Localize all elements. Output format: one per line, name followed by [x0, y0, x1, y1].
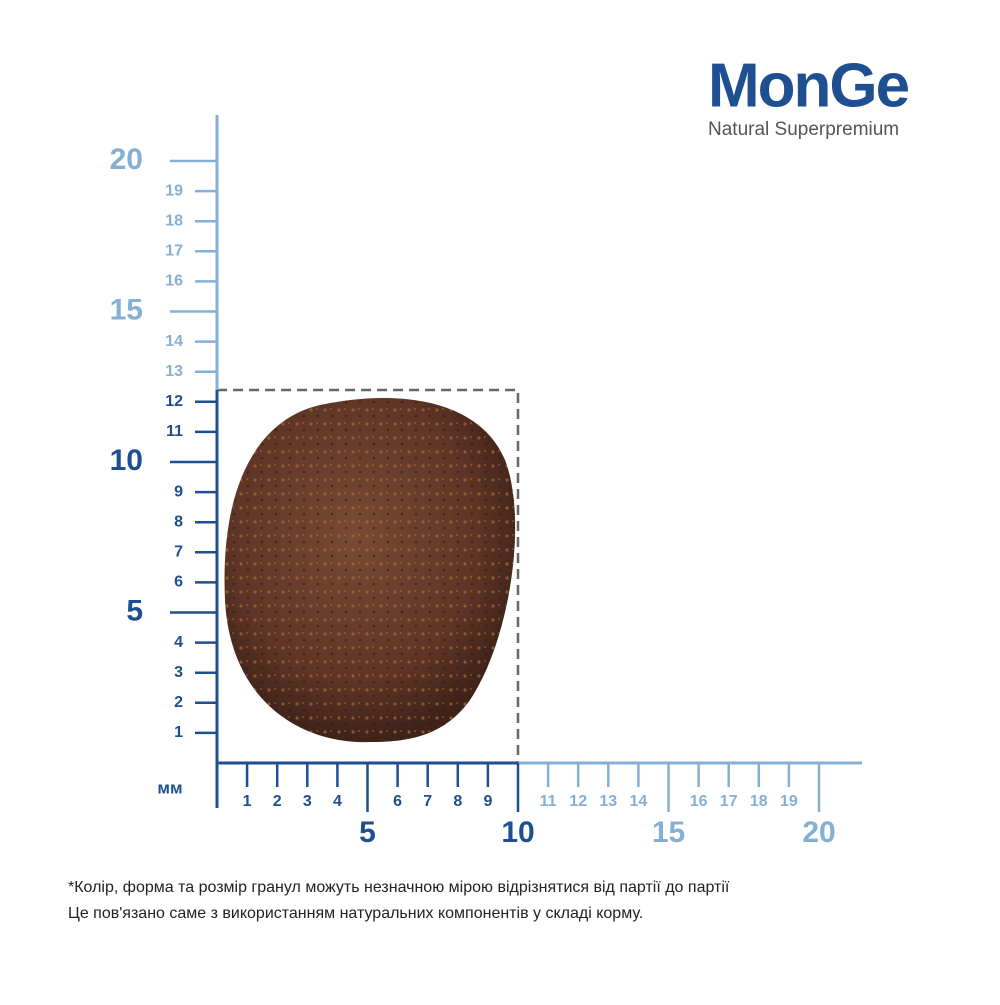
- x-tick-label: 19: [780, 793, 798, 810]
- x-tick-label: 4: [333, 793, 342, 810]
- x-major-label: 15: [652, 816, 685, 849]
- kibble-texture: [224, 397, 516, 743]
- x-tick-label: 1: [243, 793, 252, 810]
- y-tick-label: 12: [165, 393, 183, 410]
- y-major-label: 10: [110, 444, 143, 477]
- x-tick-label: 3: [303, 793, 312, 810]
- x-tick-label: 17: [720, 793, 738, 810]
- size-box: [217, 388, 520, 763]
- y-tick-label: 18: [165, 212, 183, 229]
- y-tick-label: 9: [174, 483, 183, 500]
- y-tick-label: 14: [165, 333, 183, 350]
- y-major-label: 5: [126, 594, 143, 627]
- y-tick-label: 1: [174, 724, 183, 741]
- y-tick-label: 7: [174, 544, 183, 561]
- footnote-line: *Колір, форма та розмір гранул можуть не…: [68, 879, 730, 896]
- y-tick-label: 17: [165, 243, 183, 260]
- x-tick-label: 16: [690, 793, 708, 810]
- y-tick-label: 11: [166, 423, 183, 440]
- x-major-label: 20: [802, 816, 835, 849]
- x-major-label: 10: [501, 816, 534, 849]
- logo-brand: MonGe: [708, 51, 909, 120]
- x-tick-label: 11: [540, 793, 557, 810]
- x-tick-label: 12: [569, 793, 587, 810]
- y-tick-label: 8: [174, 513, 183, 530]
- unit-label: мм: [157, 778, 182, 797]
- y-tick-label: 19: [165, 182, 183, 199]
- y-tick-label: 4: [174, 634, 183, 651]
- x-tick-label: 2: [273, 793, 282, 810]
- x-tick-label: 18: [750, 793, 768, 810]
- y-tick-label: 16: [165, 273, 183, 290]
- x-tick-label: 6: [393, 793, 402, 810]
- x-tick-label: 8: [453, 793, 462, 810]
- x-tick-label: 13: [599, 793, 617, 810]
- y-major-label: 20: [110, 143, 143, 176]
- y-tick-label: 2: [174, 694, 183, 711]
- x-major-label: 5: [359, 816, 376, 849]
- y-major-label: 15: [110, 293, 143, 326]
- y-tick-label: 13: [165, 363, 183, 380]
- y-tick-label: 6: [174, 574, 183, 591]
- footnote-line: Це пов'язано саме з використанням натура…: [68, 905, 643, 922]
- x-tick-label: 14: [630, 793, 648, 810]
- x-tick-label: 7: [423, 793, 432, 810]
- y-tick-label: 3: [174, 664, 183, 681]
- logo-tagline: Natural Superpremium: [708, 119, 899, 140]
- x-tick-label: 9: [483, 793, 492, 810]
